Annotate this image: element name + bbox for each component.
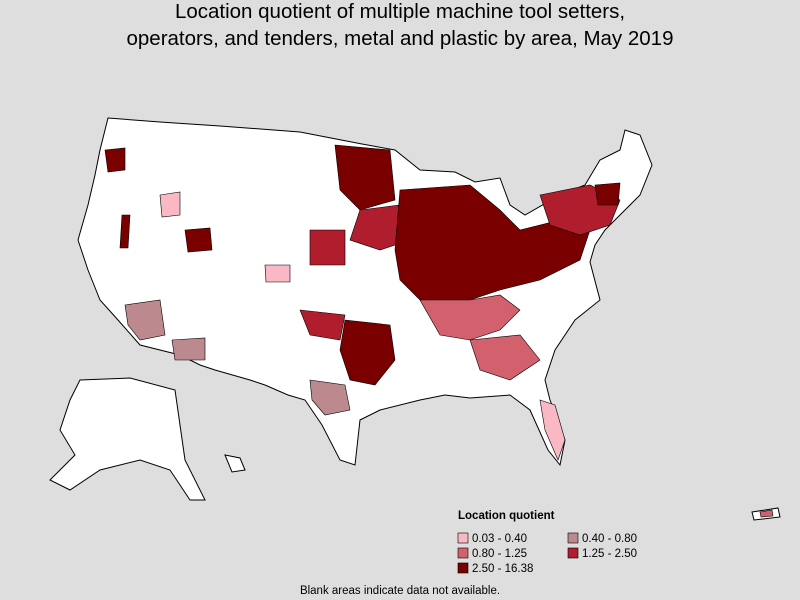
footnote: Blank areas indicate data not available. — [300, 585, 500, 597]
title: operators, and tenders, metal and plasti… — [127, 27, 674, 50]
region — [171, 337, 206, 361]
region — [124, 299, 166, 341]
legend-swatch — [567, 532, 579, 544]
legend-swatch — [457, 562, 469, 574]
region — [309, 229, 346, 266]
region — [299, 309, 346, 341]
alaska — [49, 377, 206, 501]
legend-label: 0.40 - 0.80 — [582, 533, 637, 545]
legend: Location quotient 0.03 - 0.40 0.40 - 0.80… — [457, 510, 637, 575]
region — [394, 184, 591, 311]
region — [264, 264, 291, 283]
legend-label: 0.80 - 1.25 — [472, 548, 527, 560]
hawaii — [224, 454, 246, 473]
region — [119, 214, 131, 249]
legend-swatch — [457, 547, 469, 559]
region — [334, 144, 396, 211]
region — [539, 399, 566, 461]
us-map — [49, 117, 781, 521]
legend-label: 0.03 - 0.40 — [472, 533, 527, 545]
legend-swatch — [567, 547, 579, 559]
region — [759, 509, 774, 518]
legend-swatch — [457, 532, 469, 544]
region — [104, 147, 126, 173]
region — [184, 227, 213, 253]
region — [309, 379, 351, 416]
region — [469, 334, 541, 381]
legend-label: 2.50 - 16.38 — [472, 563, 533, 575]
title: Location quotient of multiple machine to… — [175, 0, 625, 23]
region — [594, 182, 621, 206]
region — [349, 204, 411, 251]
region — [339, 319, 396, 386]
region — [159, 191, 181, 218]
region — [419, 294, 521, 341]
legend-label: 1.25 - 2.50 — [582, 548, 637, 560]
legend-title: Location quotient — [458, 510, 555, 522]
